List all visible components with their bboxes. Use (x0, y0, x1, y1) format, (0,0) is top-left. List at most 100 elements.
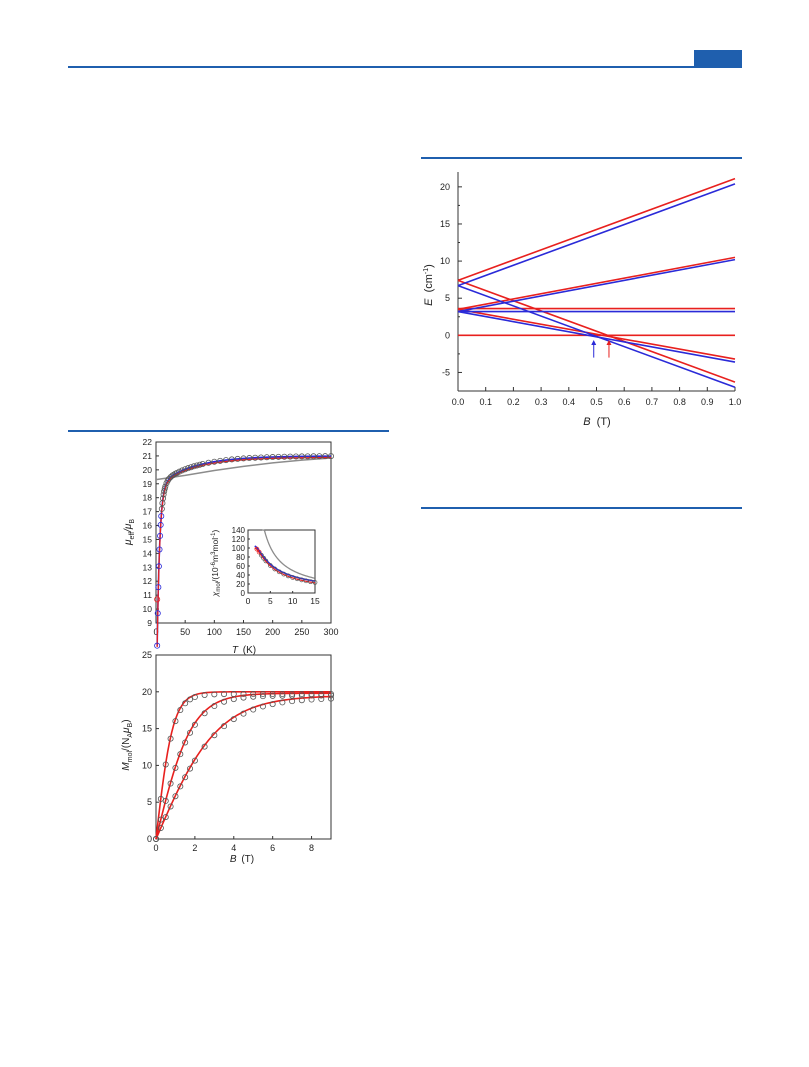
mu-x-tick-label: 100 (207, 627, 222, 637)
mu-y-tick-label: 14 (143, 548, 153, 558)
m-data-point (157, 816, 164, 823)
mu-y-tick-label: 13 (143, 562, 153, 572)
m-x-tick-label: 0 (153, 843, 158, 853)
m-data-point (162, 814, 169, 821)
mu-y-var: μ (123, 539, 134, 546)
mu-data-point (287, 453, 294, 460)
figure-top-rule-right (421, 157, 742, 159)
m-data-point (177, 707, 184, 714)
e-x-label-var: B (583, 416, 590, 428)
m-data-point (191, 721, 198, 728)
m-data-point (221, 723, 228, 730)
header-badge (694, 50, 742, 66)
mu-y-sub2: B (129, 519, 136, 524)
mu-data-point (159, 500, 166, 507)
figure-top-rule-left (68, 430, 389, 432)
mu-data-point (154, 642, 161, 649)
m-data-point (167, 803, 174, 810)
e-level-line-red (457, 177, 736, 282)
inset-x-tick-label: 10 (288, 596, 298, 606)
mu-x-tick-label: 250 (294, 627, 309, 637)
inset-y-tail2: mol (210, 538, 220, 552)
e-y-tick-label: 20 (440, 182, 450, 192)
e-arrowhead-blue (591, 340, 597, 346)
m-y-var: M (121, 762, 132, 771)
m-data-point (157, 824, 164, 831)
e-y-label: E (cm-1) (423, 264, 435, 306)
inset-data-point (259, 552, 264, 558)
mu-data-point (157, 532, 164, 539)
inset-y-tick-label: 0 (241, 589, 246, 598)
mu-y-tick-label: 17 (143, 507, 153, 517)
inset-data-point (267, 563, 273, 568)
e-x-tick-label: 0.6 (618, 397, 631, 407)
m-data-point (167, 735, 174, 742)
m-y-mid: /(N (121, 738, 132, 751)
m-x-label-var: B (230, 854, 237, 865)
e-x-tick-label: 0.9 (701, 397, 714, 407)
inset-y-body: /(10 (210, 567, 220, 582)
m-data-point (289, 698, 296, 705)
e-y-label-var: E (423, 298, 435, 306)
inset-y-sub: mol (216, 582, 222, 592)
mu-y-tick-label: 12 (143, 576, 153, 586)
mu-data-point (327, 453, 334, 460)
m-data-point (279, 699, 286, 706)
inset-data-point (312, 580, 318, 585)
mu-data-point (222, 457, 229, 464)
m-data-point (240, 710, 247, 717)
mu-data-point (162, 483, 169, 490)
e-level-line-blue (457, 258, 736, 313)
mu-y-tick-label: 9 (147, 618, 152, 628)
m-data-point (308, 696, 315, 703)
e-y-tick-label: 0 (445, 330, 450, 340)
inset-data-point (290, 575, 296, 580)
m-data-point (259, 703, 266, 710)
mu-data-point (155, 584, 162, 591)
inset-y-tick-label: 40 (236, 571, 245, 580)
inset-data-point (299, 577, 304, 583)
mu-x-label: T (K) (232, 645, 256, 656)
e-x-tick-label: 0.2 (507, 397, 520, 407)
inset-y-tick-label: 120 (232, 535, 246, 544)
mu-y-label: μeff/μB (123, 519, 136, 546)
mu-data-point (156, 546, 163, 553)
mu-data-point (199, 460, 206, 467)
mu-gray-curve (155, 457, 332, 481)
mu-y-tick-label: 21 (143, 451, 153, 461)
m-data-point (327, 692, 334, 699)
mu-data-point (169, 472, 176, 479)
m-data-point (221, 698, 228, 705)
m-data-point (177, 783, 184, 790)
m-data-point (191, 757, 198, 764)
mu-data-point (246, 455, 253, 462)
e-level-line-red (457, 279, 736, 383)
inset-gray-curve (262, 529, 315, 579)
mu-data-point (263, 454, 270, 461)
mu-data-point (158, 505, 165, 512)
e-y-tick-label: 5 (445, 293, 450, 303)
mu-data-point (159, 495, 166, 502)
m-y-tick-label: 5 (147, 797, 152, 807)
m-data-point (259, 693, 266, 700)
mu-data-point (298, 453, 305, 460)
e-y-tick-label: 15 (440, 219, 450, 229)
inset-y-close: ) (210, 530, 220, 533)
e-level-line-blue (457, 310, 736, 363)
m-y-close: ) (121, 719, 132, 722)
m-y-mid2: μ (121, 727, 132, 734)
e-x-tick-label: 0.8 (673, 397, 686, 407)
inset-data-point (276, 569, 282, 575)
mu-y-tick-label: 15 (143, 534, 153, 544)
mu-data-point (176, 468, 183, 475)
mu-data-point (185, 465, 192, 472)
m-data-point (327, 695, 334, 702)
mu-y-tick-label: 16 (143, 521, 153, 531)
inset-x-tick-label: 15 (310, 596, 320, 606)
mu-data-point (154, 596, 161, 603)
mu-data-point (155, 563, 162, 570)
e-y-tick-label: 10 (440, 256, 450, 266)
mu-data-point (252, 454, 259, 461)
